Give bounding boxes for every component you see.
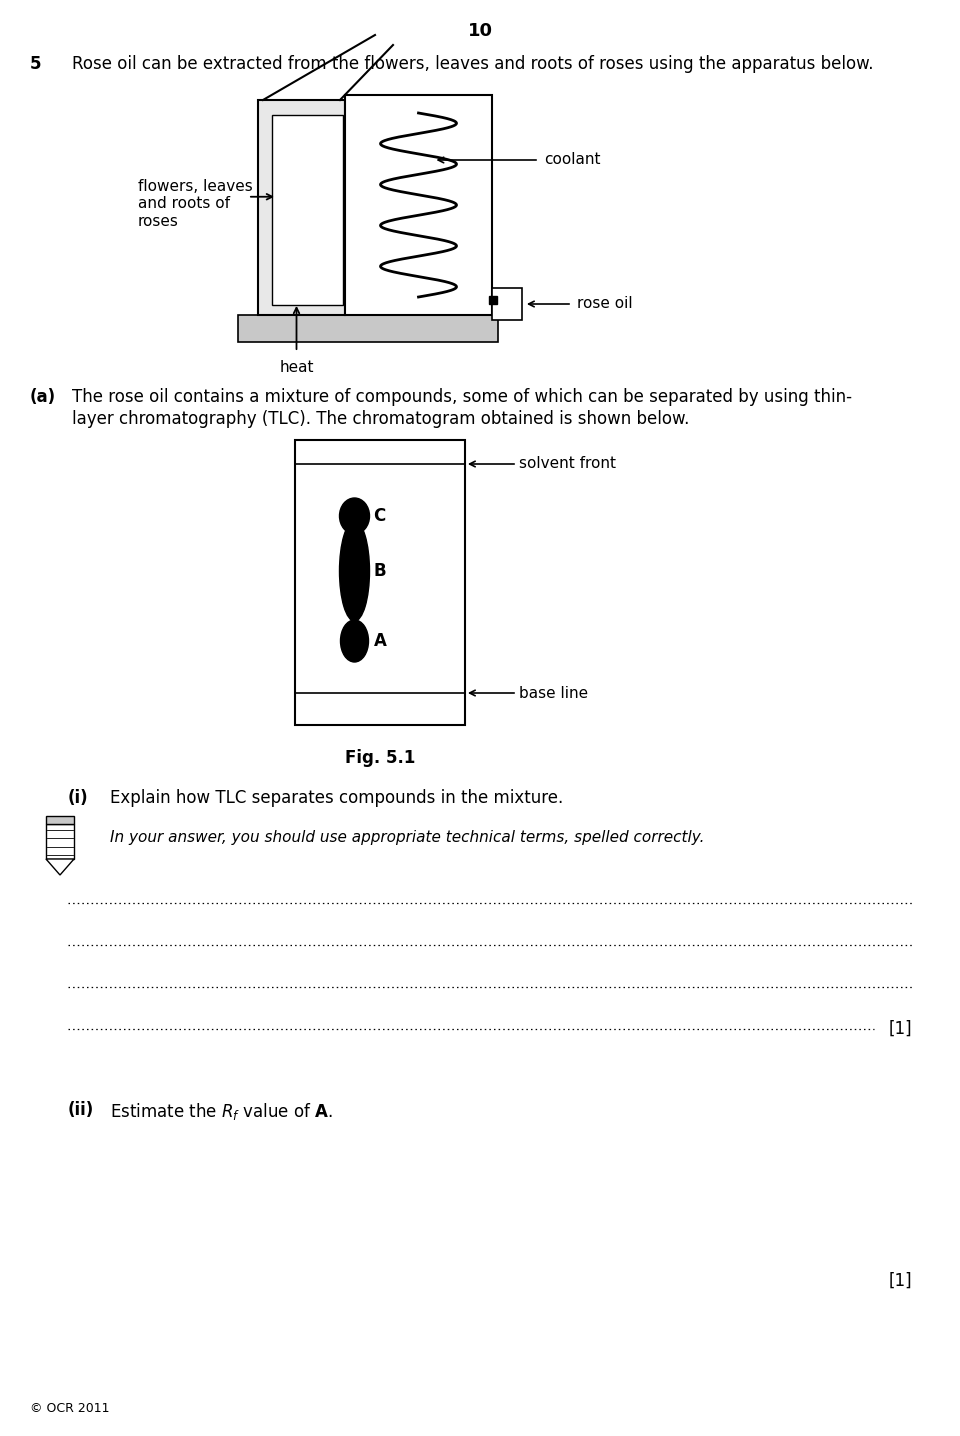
Bar	[492, 289, 522, 320]
Ellipse shape	[340, 498, 370, 534]
Text: © OCR 2011: © OCR 2011	[30, 1402, 109, 1414]
Text: C: C	[373, 507, 386, 526]
Text: [1]: [1]	[888, 1020, 912, 1038]
Text: A: A	[373, 632, 386, 651]
Bar	[46, 824, 74, 859]
Polygon shape	[46, 859, 74, 875]
Text: (i): (i)	[68, 788, 88, 807]
Text: Estimate the $\mathit{R}_{\mathit{f}}$ value of $\mathbf{A}$.: Estimate the $\mathit{R}_{\mathit{f}}$ v…	[110, 1101, 333, 1122]
Text: Fig. 5.1: Fig. 5.1	[345, 750, 415, 767]
Bar	[238, 314, 498, 342]
Text: base line: base line	[519, 685, 588, 701]
Text: [1]: [1]	[888, 1272, 912, 1290]
Text: The rose oil contains a mixture of compounds, some of which can be separated by : The rose oil contains a mixture of compo…	[72, 388, 852, 406]
Text: layer chromatography (TLC). The chromatogram obtained is shown below.: layer chromatography (TLC). The chromato…	[72, 411, 689, 428]
Text: Rose oil can be extracted from the flowers, leaves and roots of roses using the : Rose oil can be extracted from the flowe…	[72, 55, 874, 73]
Text: 5: 5	[30, 55, 41, 73]
Text: rose oil: rose oil	[577, 296, 633, 312]
Text: B: B	[373, 561, 386, 580]
Text: flowers, leaves
and roots of
roses: flowers, leaves and roots of roses	[138, 178, 252, 228]
Bar	[295, 439, 465, 725]
Text: (ii): (ii)	[68, 1101, 94, 1119]
Ellipse shape	[340, 521, 370, 622]
Bar	[272, 115, 343, 304]
Ellipse shape	[341, 620, 369, 662]
Text: coolant: coolant	[544, 152, 601, 168]
Text: In your answer, you should use appropriate technical terms, spelled correctly.: In your answer, you should use appropria…	[110, 830, 705, 844]
Text: solvent front: solvent front	[519, 457, 616, 471]
Text: heat: heat	[279, 360, 314, 375]
Bar	[46, 816, 74, 824]
Bar	[489, 296, 497, 304]
Text: Explain how TLC separates compounds in the mixture.: Explain how TLC separates compounds in t…	[110, 788, 564, 807]
Bar	[258, 101, 345, 314]
Text: (a): (a)	[30, 388, 56, 406]
Text: 10: 10	[468, 22, 492, 40]
Bar	[345, 95, 492, 314]
